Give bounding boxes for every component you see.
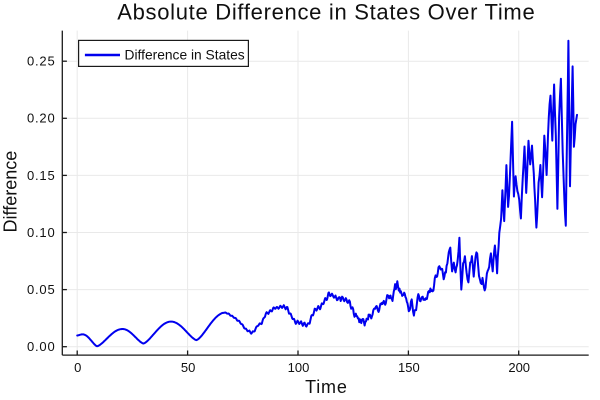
svg-text:Time: Time	[305, 377, 348, 397]
svg-text:Absolute Difference in States: Absolute Difference in States Over Time	[117, 0, 535, 25]
svg-text:0.20: 0.20	[27, 111, 56, 126]
svg-text:0.05: 0.05	[27, 282, 56, 297]
svg-text:150: 150	[398, 360, 420, 375]
svg-text:50: 50	[181, 360, 195, 375]
svg-text:100: 100	[288, 360, 310, 375]
svg-text:0.10: 0.10	[27, 225, 56, 240]
svg-text:Difference: Difference	[1, 151, 21, 233]
svg-text:0.00: 0.00	[27, 339, 56, 354]
svg-text:0: 0	[74, 360, 81, 375]
svg-text:0.25: 0.25	[27, 54, 56, 69]
svg-text:Difference in States: Difference in States	[125, 47, 245, 62]
svg-text:200: 200	[508, 360, 530, 375]
svg-text:0.15: 0.15	[27, 168, 56, 183]
